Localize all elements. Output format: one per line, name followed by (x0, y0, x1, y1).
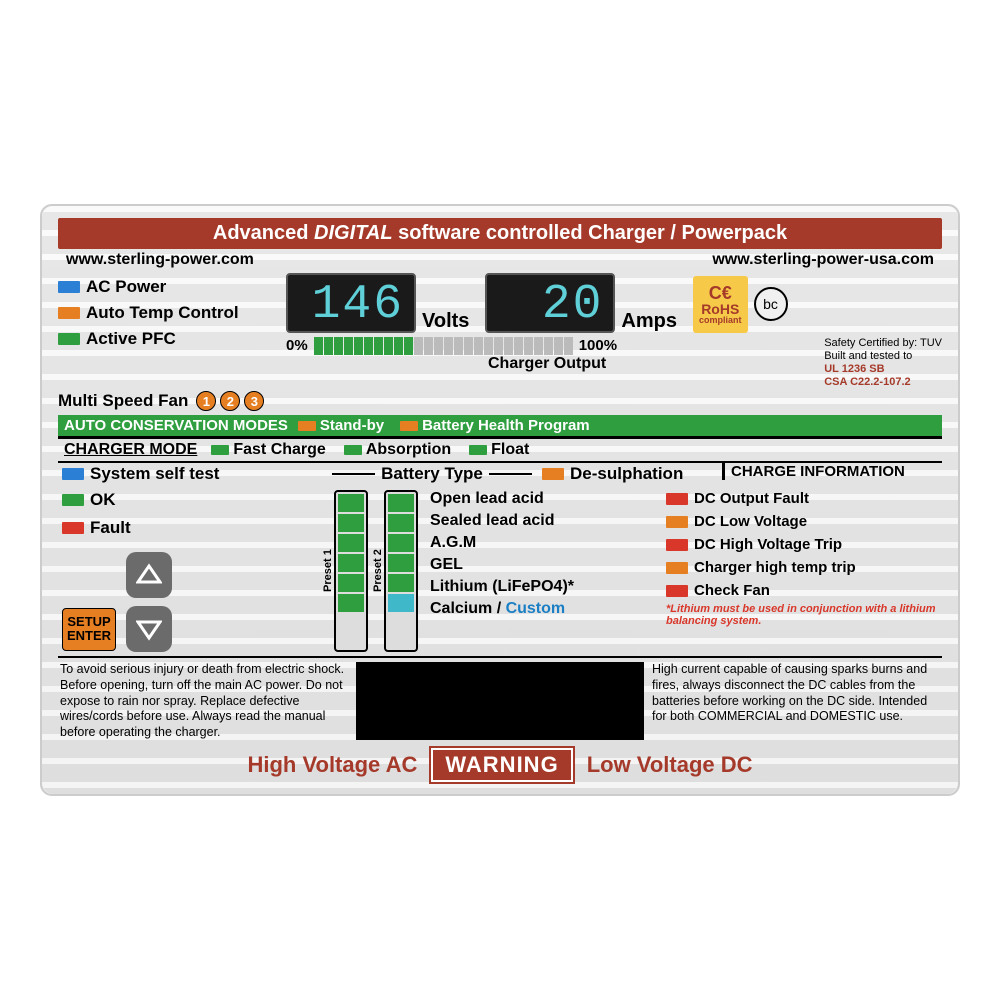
status-led (58, 307, 80, 319)
up-button[interactable] (126, 552, 172, 598)
lithium-note: *Lithium must be used in conjunction wit… (666, 603, 938, 627)
preset-1-column (334, 490, 368, 652)
rohs-badge: C€ RoHS compliant (693, 276, 748, 333)
amps-display: 20 (485, 273, 615, 333)
fan-speed-indicators: 123 (196, 391, 264, 411)
warning-row: High Voltage AC WARNING Low Voltage DC (58, 748, 942, 782)
conservation-modes-bar: AUTO CONSERVATION MODES Stand-byBattery … (58, 415, 942, 436)
desulphation-led (542, 468, 564, 480)
volts-display: 146 (286, 273, 416, 333)
fan-label: Multi Speed Fan (58, 391, 188, 411)
charger-panel: Advanced DIGITAL software controlled Cha… (40, 204, 960, 797)
url-left: www.sterling-power.com (66, 251, 254, 269)
charger-output-bargraph (314, 337, 573, 355)
system-test-led (62, 468, 84, 480)
url-right: www.sterling-power-usa.com (712, 251, 934, 269)
warning-badge: WARNING (431, 748, 572, 782)
battery-type-header: Battery Type (381, 464, 483, 484)
battery-type-list: Open lead acidSealed lead acidA.G.MGELLi… (430, 490, 574, 652)
setup-enter-button[interactable]: SETUPENTER (62, 608, 116, 651)
safety-text: To avoid serious injury or death from el… (58, 656, 942, 744)
title-bar: Advanced DIGITAL software controlled Cha… (58, 218, 942, 249)
bc-badge: bc (754, 287, 788, 321)
charge-information-header: CHARGE INFORMATION (722, 463, 905, 480)
charger-output-label: Charger Output (286, 355, 808, 373)
charger-mode-bar: CHARGER MODE Fast ChargeAbsorptionFloat (58, 436, 942, 463)
charge-information-list: DC Output FaultDC Low VoltageDC High Vol… (666, 490, 938, 599)
status-led-column: AC PowerAuto Temp ControlActive PFC (58, 273, 278, 390)
status-led (58, 333, 80, 345)
status-led (58, 281, 80, 293)
down-button[interactable] (126, 606, 172, 652)
preset-2-column (384, 490, 418, 652)
certification-text: Safety Certified by: TUV Built and teste… (824, 337, 942, 390)
